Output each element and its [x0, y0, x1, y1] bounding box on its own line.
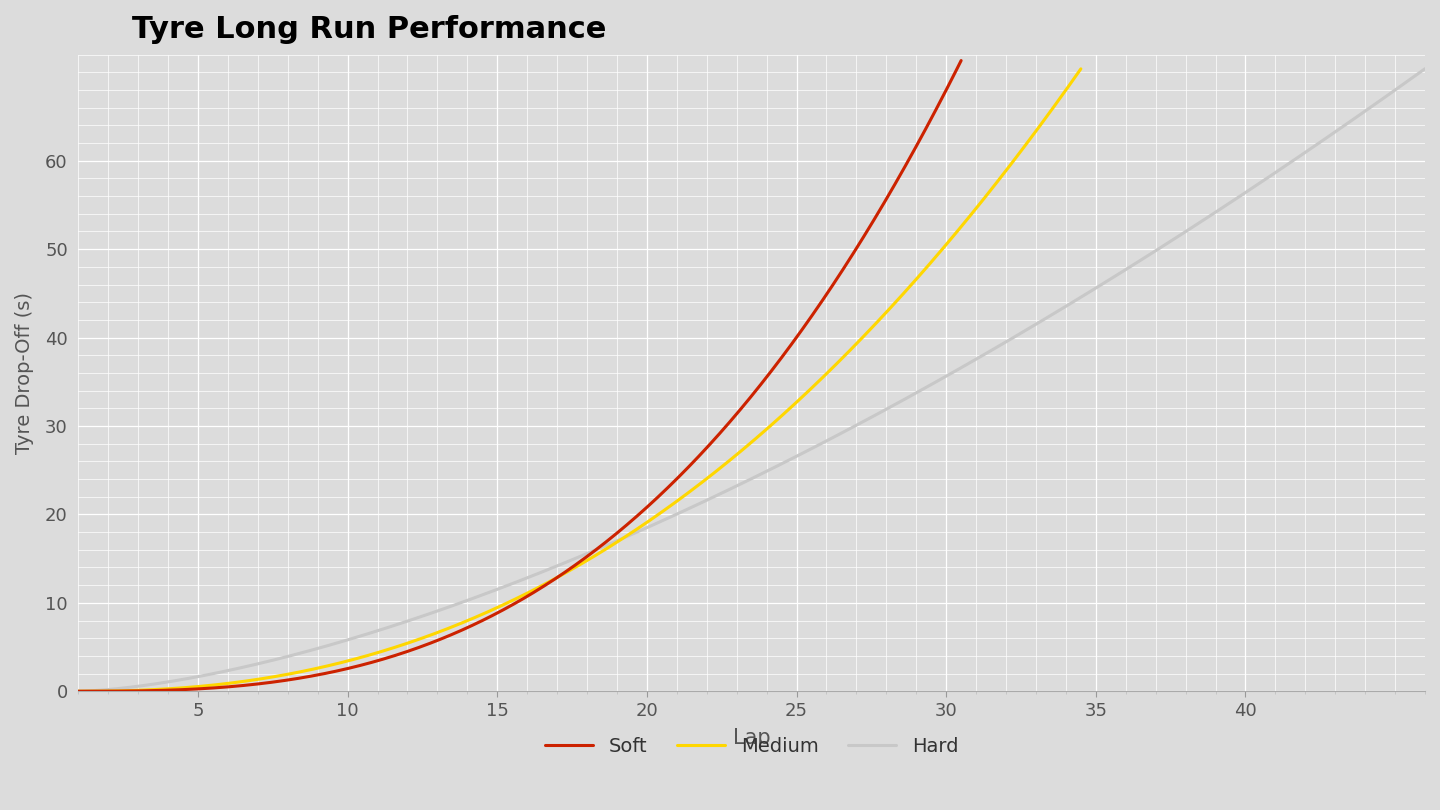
X-axis label: Lap: Lap: [733, 728, 770, 748]
Hard: [1084, 285, 1102, 295]
Soft: [590, 543, 608, 552]
Medium: [523, 586, 540, 595]
Soft: [734, 402, 752, 411]
Hard: [969, 353, 986, 363]
Hard: [678, 505, 696, 514]
Hard: [69, 686, 86, 696]
Soft: [297, 672, 314, 682]
Medium: [739, 441, 756, 450]
Line: Soft: Soft: [78, 61, 960, 691]
Medium: [1073, 64, 1090, 74]
Y-axis label: Tyre Drop-Off (s): Tyre Drop-Off (s): [14, 292, 35, 454]
Hard: [1417, 64, 1434, 74]
Medium: [327, 659, 344, 669]
Text: Tyre Long Run Performance: Tyre Long Run Performance: [132, 15, 606, 44]
Line: Hard: Hard: [78, 69, 1426, 691]
Soft: [469, 618, 487, 628]
Medium: [248, 675, 265, 684]
Hard: [416, 611, 433, 620]
Soft: [660, 483, 677, 492]
Medium: [661, 502, 678, 512]
Legend: Soft, Medium, Hard: Soft, Medium, Hard: [537, 729, 966, 765]
Medium: [69, 686, 86, 696]
Line: Medium: Medium: [78, 69, 1081, 691]
Hard: [308, 644, 325, 654]
Hard: [864, 412, 881, 422]
Soft: [69, 686, 86, 696]
Soft: [952, 56, 969, 66]
Soft: [226, 681, 243, 691]
Medium: [825, 362, 842, 372]
